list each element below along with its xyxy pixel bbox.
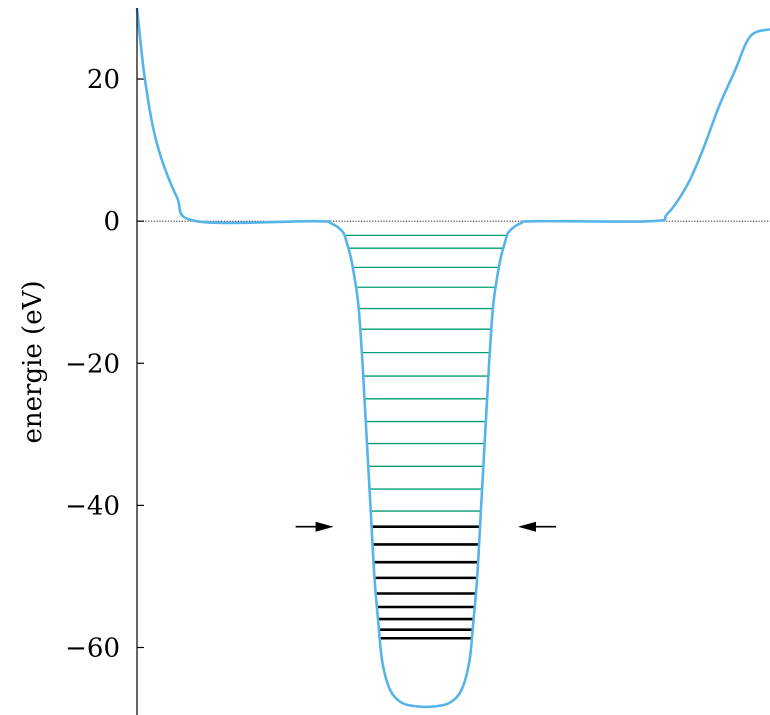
y-tick-label-0: 20	[87, 65, 120, 95]
y-ticks: 20 0 −20 −40 −60	[65, 65, 144, 663]
y-tick-label-4: −60	[65, 633, 120, 663]
y-axis-title: energie (eV)	[18, 280, 48, 443]
y-tick-label-3: −40	[65, 491, 120, 521]
y-tick-label-1: 0	[103, 207, 120, 237]
energy-levels	[344, 234, 508, 640]
arrow-right	[295, 521, 334, 532]
arrow-head-1	[518, 521, 537, 532]
potential-curve	[135, 7, 770, 709]
arrow-left	[518, 521, 557, 532]
y-tick-label-2: −20	[65, 349, 120, 379]
arrow-head-0	[315, 521, 334, 532]
potential-well	[135, 7, 770, 709]
level-markers	[295, 521, 557, 532]
